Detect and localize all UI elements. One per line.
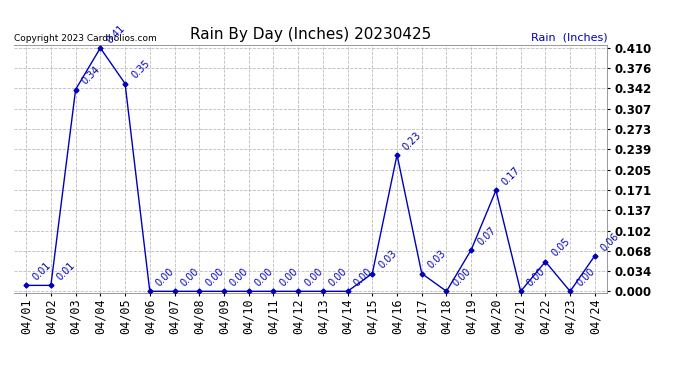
Text: 0.00: 0.00 [154, 266, 176, 288]
Text: 0.23: 0.23 [401, 130, 424, 152]
Title: Rain By Day (Inches) 20230425: Rain By Day (Inches) 20230425 [190, 27, 431, 42]
Text: 0.00: 0.00 [327, 266, 349, 288]
Text: 0.00: 0.00 [302, 266, 324, 288]
Text: 0.41: 0.41 [104, 23, 127, 45]
Text: 0.01: 0.01 [30, 260, 52, 283]
Text: 0.07: 0.07 [475, 225, 497, 247]
Text: 0.00: 0.00 [451, 266, 473, 288]
Text: 0.34: 0.34 [80, 64, 102, 87]
Text: 0.17: 0.17 [500, 165, 522, 188]
Text: 0.00: 0.00 [253, 266, 275, 288]
Text: 0.00: 0.00 [525, 266, 547, 288]
Text: 0.00: 0.00 [179, 266, 201, 288]
Text: 0.35: 0.35 [129, 58, 152, 81]
Text: 0.01: 0.01 [55, 260, 77, 283]
Text: Rain  (Inches): Rain (Inches) [531, 33, 607, 42]
Text: 0.03: 0.03 [426, 249, 448, 271]
Text: 0.00: 0.00 [574, 266, 596, 288]
Text: 0.05: 0.05 [549, 237, 572, 259]
Text: 0.06: 0.06 [599, 231, 621, 253]
Text: Copyright 2023 Cardholios.com: Copyright 2023 Cardholios.com [14, 33, 157, 42]
Text: 0.00: 0.00 [204, 266, 226, 288]
Text: 0.00: 0.00 [228, 266, 250, 288]
Text: 0.03: 0.03 [377, 249, 399, 271]
Text: 0.00: 0.00 [352, 266, 374, 288]
Text: 0.00: 0.00 [277, 266, 299, 288]
